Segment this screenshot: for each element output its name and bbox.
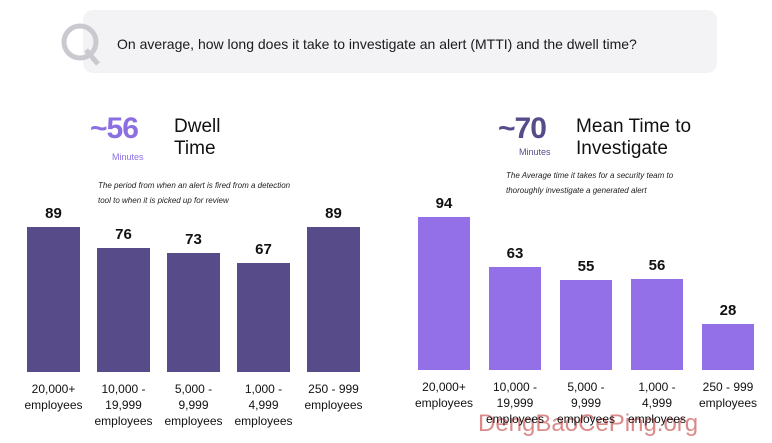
category-label: 5,000 - 9,999 employees (164, 382, 223, 428)
category-label: 10,000 - 19,999 employees (94, 382, 153, 428)
value-label: 89 (325, 204, 342, 222)
bar (97, 248, 150, 372)
category-label: 250 - 999 employees (698, 380, 758, 410)
bar (631, 278, 683, 370)
category-label: 1,000 - 4,999 employees (234, 382, 293, 428)
bar (27, 226, 80, 372)
value-label: 94 (435, 194, 453, 212)
category-label: 5,000 - 9,999 employees (556, 380, 616, 426)
bar (307, 226, 360, 372)
value-label: 55 (577, 258, 595, 276)
question: On average, how long does it take to inv… (117, 36, 637, 52)
category-label: 20,000+ employees (414, 380, 474, 410)
bar (560, 280, 612, 370)
chart-title: Dwell Time (174, 116, 221, 159)
value-label: 28 (719, 302, 737, 320)
category-label: 10,000 - 19,999 employees (485, 380, 545, 426)
chart-title: Mean Time to Investigate (576, 116, 692, 159)
category-label: 1,000 - 4,999 employees (627, 380, 687, 426)
stat-unit: Minutes (519, 147, 551, 157)
value-label: 73 (185, 231, 202, 248)
bar (418, 216, 470, 370)
watermark: DengBaoCePing.org (478, 410, 699, 437)
value-label: 89 (45, 204, 62, 222)
bar (167, 253, 220, 372)
category-label: 20,000+ employees (24, 382, 83, 412)
bar (237, 262, 290, 372)
stat: ~70 (498, 112, 547, 145)
stat: ~56 (90, 112, 139, 145)
category-label: 250 - 999 employees (304, 382, 363, 412)
value-label: 76 (115, 226, 132, 244)
description: The Average time it takes for a security… (506, 171, 674, 195)
value-label: 63 (506, 245, 524, 263)
stat-unit: Minutes (112, 152, 144, 162)
question-box (83, 10, 717, 73)
bar (489, 267, 541, 370)
value-label: 67 (255, 240, 272, 258)
bar (702, 324, 754, 370)
value-label: 56 (648, 256, 666, 274)
q-icon (61, 23, 100, 66)
description: The period from when an alert is fired f… (98, 181, 291, 205)
